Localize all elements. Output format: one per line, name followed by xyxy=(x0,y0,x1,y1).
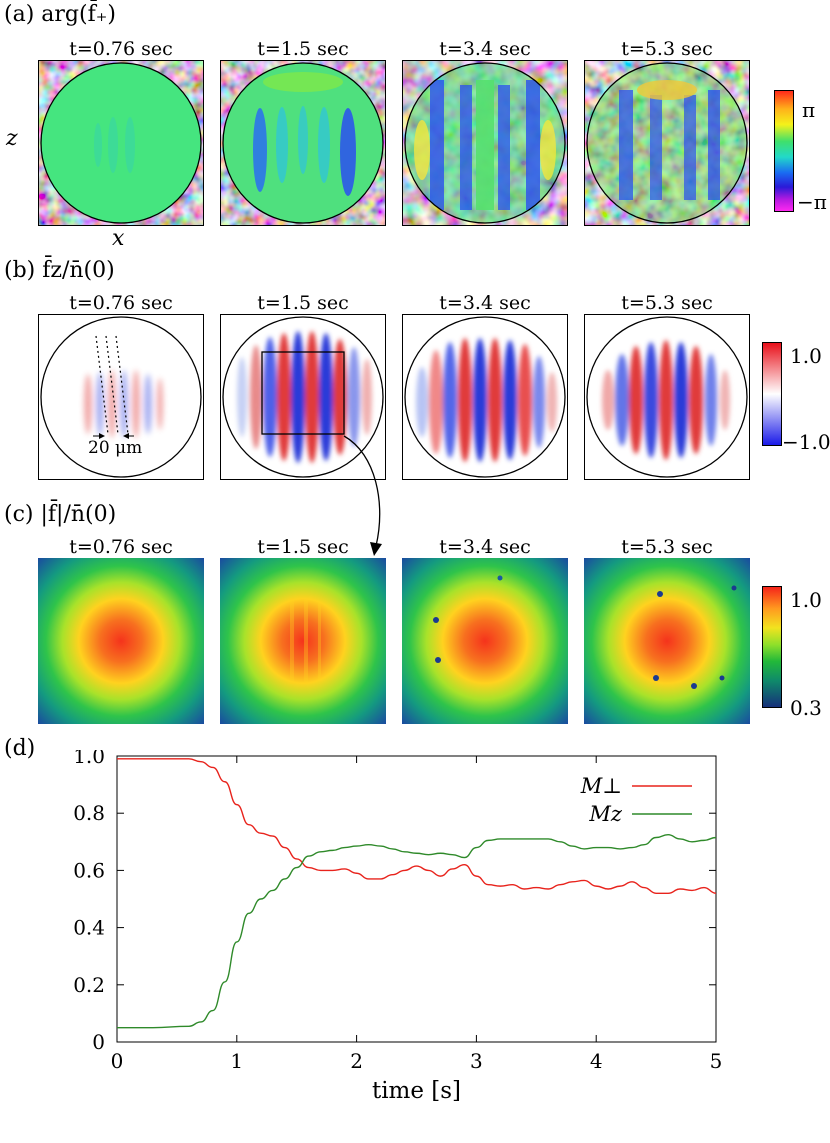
chart-series xyxy=(117,758,717,1029)
y-tick-label-5: 1.0 xyxy=(73,750,105,768)
x-tick-label-4: 4 xyxy=(590,1049,603,1073)
x-tick-label-3: 3 xyxy=(470,1049,483,1073)
panel-c-title-4: t=5.3 sec xyxy=(621,536,713,558)
x-tick-label-1: 1 xyxy=(230,1049,243,1073)
panel-b-title-1: t=0.76 sec xyxy=(69,292,173,314)
magnetization-chart: 0 1 2 3 4 5 0 0.2 0.4 0.6 0.8 1.0 time [s] M⊥ Mz xyxy=(73,750,722,1104)
magnitude-map-2 xyxy=(220,558,386,724)
y-tick-label-1: 0.2 xyxy=(73,973,105,997)
zoom-arrow xyxy=(343,435,382,556)
magnitude-colorbar-min: 0.3 xyxy=(790,696,822,720)
magnitude-map-3 xyxy=(402,558,568,724)
fz-map-3 xyxy=(402,314,568,480)
x-tick-label-5: 5 xyxy=(710,1049,723,1073)
panel-b-title-4: t=5.3 sec xyxy=(621,292,713,314)
y-tick-label-4: 0.8 xyxy=(73,801,105,825)
chart-legend: M⊥ Mz xyxy=(580,774,692,826)
magnitude-map-2-stripes xyxy=(290,598,321,684)
panel-a-axis-x: x xyxy=(112,226,125,251)
fz-colorbar-min: −1.0 xyxy=(782,430,830,454)
panel-a-title-4: t=5.3 sec xyxy=(621,38,713,60)
panel-c-title-1: t=0.76 sec xyxy=(69,536,173,558)
panel-a-title-1: t=0.76 sec xyxy=(69,38,173,60)
phase-map-1 xyxy=(38,60,204,226)
fz-colorbar xyxy=(762,342,782,446)
fz-map-4 xyxy=(584,314,750,480)
panel-a-title-3: t=3.4 sec xyxy=(439,38,531,60)
magnitude-map-4-vortices xyxy=(653,585,737,689)
scale-annotation: 20 μm xyxy=(88,438,143,458)
legend-label-0: M⊥ xyxy=(580,774,622,798)
panel-c-title-2: t=1.5 sec xyxy=(257,536,349,558)
panel-c-title-3: t=3.4 sec xyxy=(439,536,531,558)
fz-colorbar-max: 1.0 xyxy=(790,344,822,368)
panel-a-axis-z: z xyxy=(6,126,18,151)
x-axis-label: time [s] xyxy=(372,1078,461,1104)
panel-b-title-3: t=3.4 sec xyxy=(439,292,531,314)
fz-map-1 xyxy=(38,314,204,480)
magnitude-colorbar-max: 1.0 xyxy=(790,588,822,612)
series-line-1 xyxy=(117,833,717,1029)
chart-axes: 0 1 2 3 4 5 0 0.2 0.4 0.6 0.8 1.0 time [s] xyxy=(73,750,722,1104)
panel-b-title-2: t=1.5 sec xyxy=(257,292,349,314)
x-tick-label-0: 0 xyxy=(111,1049,124,1073)
magnitude-map-1 xyxy=(38,558,204,724)
x-tick-label-2: 2 xyxy=(350,1049,363,1073)
phase-colorbar-max: π xyxy=(802,98,816,122)
phase-map-2 xyxy=(220,60,386,226)
legend-label-1: Mz xyxy=(588,802,623,826)
y-tick-label-2: 0.4 xyxy=(73,916,105,940)
series-line-0 xyxy=(117,758,717,894)
phase-colorbar-min: −π xyxy=(797,190,827,214)
plot-frame xyxy=(116,755,717,1043)
panel-c-label: (c) |f̄|/n̄(0) xyxy=(4,502,117,527)
phase-map-4 xyxy=(584,60,750,226)
fz-map-2 xyxy=(220,314,386,480)
y-tick-label-0: 0 xyxy=(92,1030,105,1054)
panel-d-label: (d) xyxy=(4,736,36,761)
panel-a-label: (a) arg(f̄₊) xyxy=(4,2,116,27)
magnitude-map-3-vortices xyxy=(433,575,503,663)
phase-map-3 xyxy=(402,60,568,226)
magnitude-map-4 xyxy=(584,558,750,724)
magnitude-colorbar xyxy=(762,586,782,708)
phase-colorbar xyxy=(774,90,794,212)
y-tick-label-3: 0.6 xyxy=(73,858,105,882)
panel-a-title-2: t=1.5 sec xyxy=(257,38,349,60)
panel-b-label: (b) f̄z/n̄(0) xyxy=(4,258,115,283)
